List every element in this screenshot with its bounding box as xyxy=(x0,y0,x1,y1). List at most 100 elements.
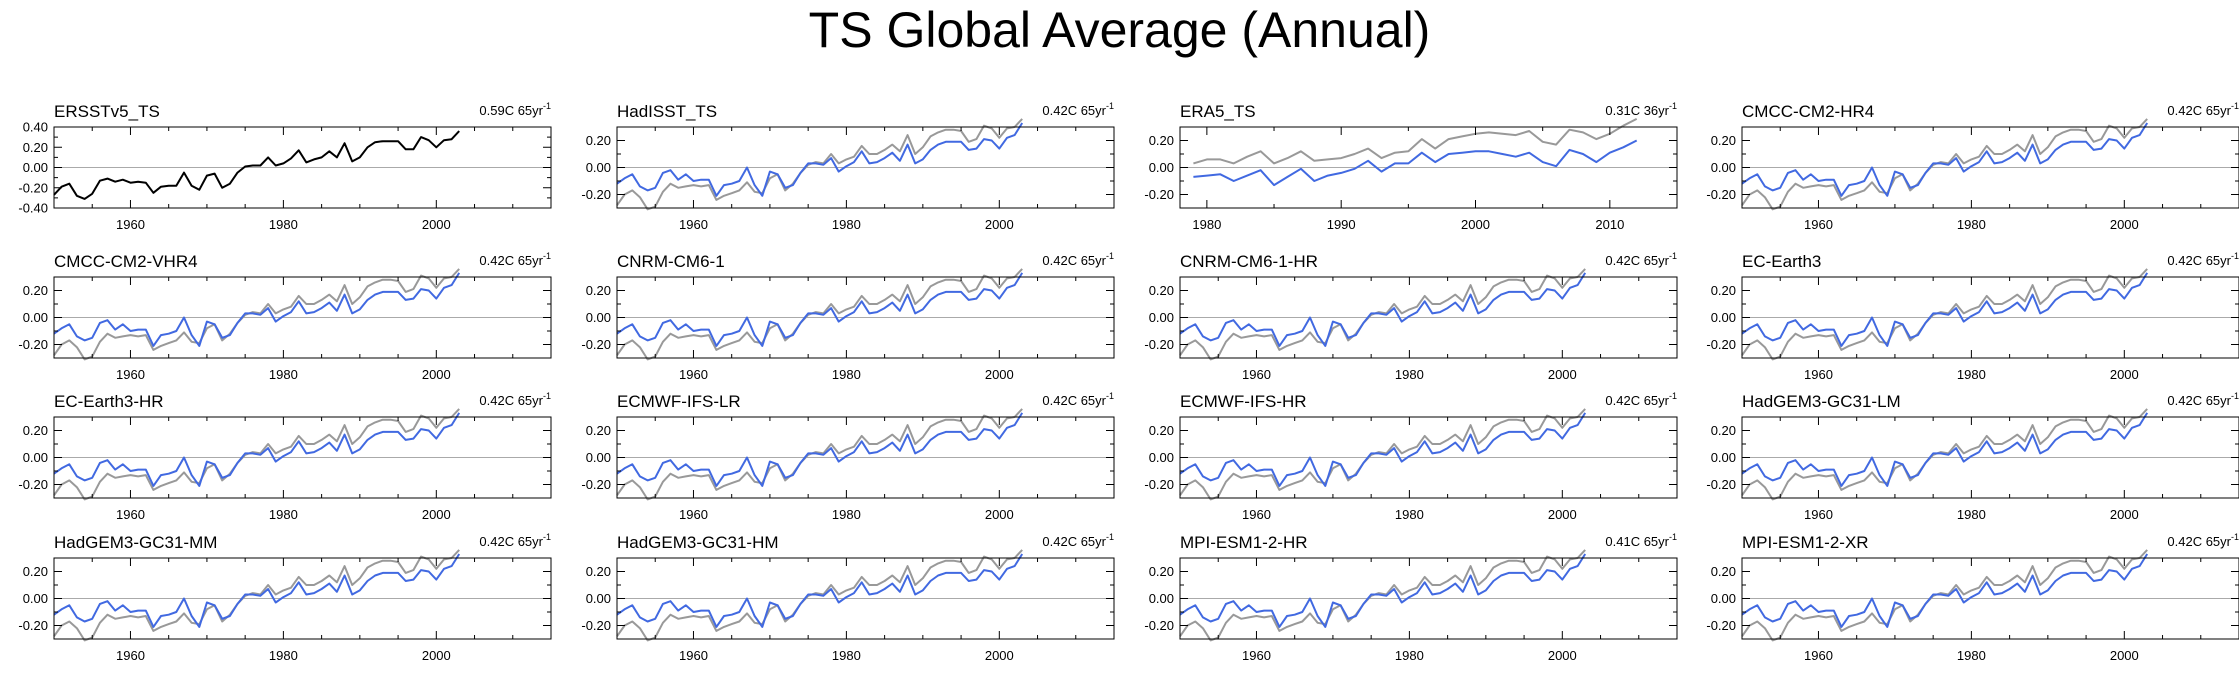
x-tick-label: 1980 xyxy=(1395,507,1424,522)
x-tick-label: 1960 xyxy=(116,217,145,232)
trend-label: 0.42C 65yr-1 xyxy=(479,532,551,549)
trend-label: 0.59C 65yr-1 xyxy=(479,101,551,118)
series-line xyxy=(53,130,460,200)
y-tick-label: 0.00 xyxy=(586,450,611,465)
y-tick-label: 0.20 xyxy=(1711,423,1736,438)
y-tick-label: -0.20 xyxy=(581,187,611,202)
y-tick-label: 0.00 xyxy=(1711,160,1736,175)
series-line-model xyxy=(1741,553,2149,628)
x-tick-label: 2000 xyxy=(985,648,1014,663)
series-line-obs xyxy=(1741,549,2148,642)
series-line-model xyxy=(1179,272,1587,347)
trend-superscript: -1 xyxy=(1106,391,1114,401)
x-tick-label: 1980 xyxy=(832,648,861,663)
series-line-model xyxy=(616,553,1024,628)
series-line-obs xyxy=(1741,408,2148,501)
x-tick-label: 2000 xyxy=(1548,648,1577,663)
series-line-model xyxy=(616,412,1024,487)
series-line-model xyxy=(1179,412,1587,487)
x-tick-label: 2000 xyxy=(422,217,451,232)
panel-title: ECMWF-IFS-LR xyxy=(617,392,741,411)
y-tick-label: -0.20 xyxy=(1144,618,1174,633)
x-tick-label: 1980 xyxy=(269,648,298,663)
y-tick-label: 0.20 xyxy=(586,423,611,438)
y-tick-label: -0.20 xyxy=(1706,187,1736,202)
y-tick-label: -0.40 xyxy=(18,201,48,216)
x-tick-label: 1960 xyxy=(679,507,708,522)
series-line-model xyxy=(53,412,461,487)
chart-panel: 1980 1990 2000 2010 -0.20 0.00 0.20 ERA5_TS 0.31… xyxy=(1144,101,1678,232)
chart-panel: 1960 1980 2000 -0.20 0.00 0.20 CMCC-CM2-VHR4 0.… xyxy=(18,251,552,382)
trend-label: 0.42C 65yr-1 xyxy=(479,251,551,268)
series-line-obs xyxy=(1179,408,1586,501)
y-tick-label: 0.20 xyxy=(586,133,611,148)
y-tick-label: 0.20 xyxy=(586,564,611,579)
panel-title: ERA5_TS xyxy=(1180,102,1256,121)
series-line-model xyxy=(616,272,1024,347)
trend-superscript: -1 xyxy=(1106,532,1114,542)
x-tick-label: 1980 xyxy=(1192,217,1221,232)
y-tick-label: 0.20 xyxy=(1149,133,1174,148)
series-line-obs xyxy=(616,118,1023,211)
y-tick-label: -0.20 xyxy=(581,337,611,352)
y-tick-label: 0.20 xyxy=(23,423,48,438)
panel-title: ERSSTv5_TS xyxy=(54,102,160,121)
x-tick-label: 1980 xyxy=(269,507,298,522)
panel-title: HadGEM3-GC31-MM xyxy=(54,533,217,552)
x-tick-label: 2000 xyxy=(422,367,451,382)
series-line-obs xyxy=(1193,118,1638,165)
x-tick-label: 1980 xyxy=(832,367,861,382)
chart-panel: 1960 1980 2000 -0.20 0.00 0.20 HadISST_TS 0.42C… xyxy=(581,101,1115,232)
y-tick-label: 0.20 xyxy=(1711,283,1736,298)
y-tick-label: -0.20 xyxy=(1144,477,1174,492)
y-tick-label: 0.00 xyxy=(1711,591,1736,606)
chart-panel: 1960 1980 2000 -0.20 0.00 0.20 HadGEM3-GC31-MM… xyxy=(18,532,552,663)
x-tick-label: 1980 xyxy=(832,507,861,522)
series-line-model xyxy=(1741,412,2149,487)
y-tick-label: -0.20 xyxy=(18,477,48,492)
y-tick-label: 0.20 xyxy=(1149,283,1174,298)
x-tick-label: 1960 xyxy=(1242,648,1271,663)
figure-title: TS Global Average (Annual) xyxy=(808,2,1431,58)
y-tick-label: 0.20 xyxy=(23,564,48,579)
trend-superscript: -1 xyxy=(2231,532,2239,542)
series-line-obs xyxy=(1741,118,2148,211)
x-tick-label: 1980 xyxy=(269,217,298,232)
series-line-model xyxy=(616,122,1024,197)
series-line-model xyxy=(1193,139,1638,187)
x-tick-label: 2000 xyxy=(2110,367,2139,382)
series-line-obs xyxy=(1179,549,1586,642)
series-line-model xyxy=(1741,122,2149,197)
series-line-obs xyxy=(53,268,460,361)
y-tick-label: 0.20 xyxy=(1711,133,1736,148)
x-tick-label: 2000 xyxy=(1548,367,1577,382)
y-tick-label: -0.20 xyxy=(18,337,48,352)
series-line-obs xyxy=(53,549,460,642)
trend-superscript: -1 xyxy=(1669,251,1677,261)
x-tick-label: 1980 xyxy=(1957,367,1986,382)
series-line-model xyxy=(53,272,461,347)
y-tick-label: 0.00 xyxy=(1149,591,1174,606)
y-tick-label: 0.20 xyxy=(1149,423,1174,438)
trend-superscript: -1 xyxy=(2231,101,2239,111)
y-tick-label: 0.00 xyxy=(23,310,48,325)
panel-title: CMCC-CM2-HR4 xyxy=(1742,102,1874,121)
y-tick-label: -0.20 xyxy=(1706,618,1736,633)
x-tick-label: 1960 xyxy=(116,507,145,522)
trend-superscript: -1 xyxy=(1669,391,1677,401)
y-tick-label: 0.00 xyxy=(1149,160,1174,175)
x-tick-label: 1960 xyxy=(679,648,708,663)
trend-label: 0.31C 36yr-1 xyxy=(1605,101,1677,118)
trend-label: 0.42C 65yr-1 xyxy=(1605,391,1677,408)
x-tick-label: 1960 xyxy=(1242,507,1271,522)
series-line-obs xyxy=(1741,268,2148,361)
y-tick-label: 0.00 xyxy=(1149,310,1174,325)
panel-title: HadGEM3-GC31-LM xyxy=(1742,392,1901,411)
y-tick-label: -0.20 xyxy=(1706,337,1736,352)
y-tick-label: 0.20 xyxy=(586,283,611,298)
panel-title: MPI-ESM1-2-XR xyxy=(1742,533,1869,552)
y-tick-label: -0.20 xyxy=(1706,477,1736,492)
x-tick-label: 1960 xyxy=(679,367,708,382)
x-tick-label: 1980 xyxy=(269,367,298,382)
chart-panel: 1960 1980 2000 -0.20 0.00 0.20 MPI-ESM1-2-XR 0.… xyxy=(1706,532,2239,663)
